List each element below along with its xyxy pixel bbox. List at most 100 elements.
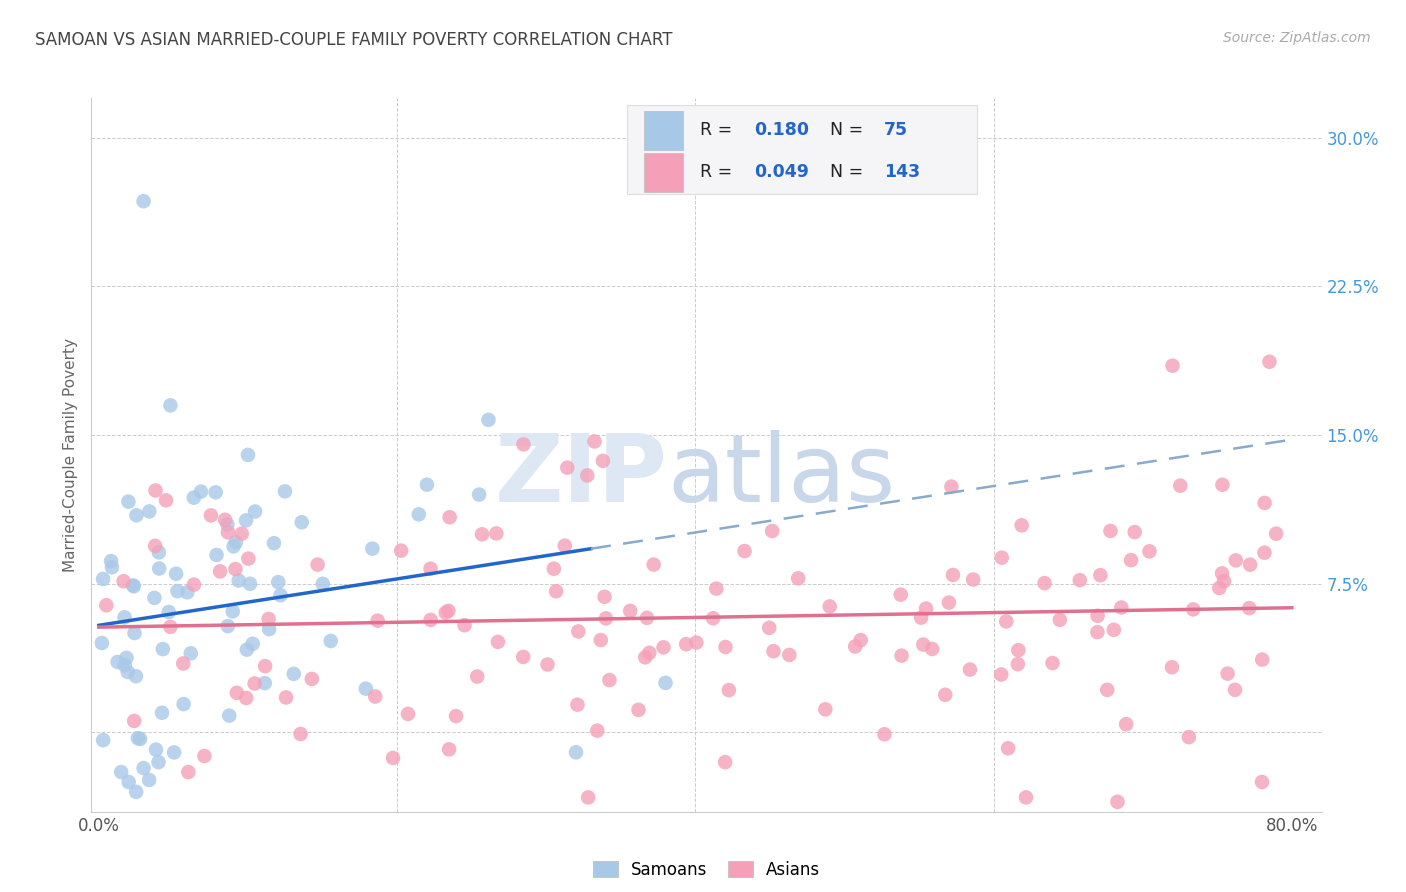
Point: [257, 622, 280, 636]
Point: [239, 576, 262, 591]
Point: [243, 504, 266, 518]
Text: Source: ZipAtlas.com: Source: ZipAtlas.com: [1223, 31, 1371, 45]
Point: [592, 454, 614, 468]
Point: [1239, 558, 1261, 572]
Point: [354, 681, 377, 696]
Point: [163, 746, 186, 760]
Point: [124, 626, 146, 640]
Point: [634, 650, 657, 665]
Point: [112, 574, 135, 589]
Point: [312, 576, 335, 591]
Point: [224, 562, 246, 576]
Point: [125, 785, 148, 799]
Point: [565, 745, 588, 759]
Point: [714, 640, 737, 654]
Point: [595, 611, 617, 625]
Point: [1161, 660, 1184, 674]
Point: [1253, 546, 1275, 560]
Point: [1107, 795, 1129, 809]
Point: [148, 755, 170, 769]
FancyBboxPatch shape: [627, 105, 977, 194]
Point: [91, 572, 114, 586]
Point: [437, 742, 460, 756]
Point: [145, 742, 167, 756]
Point: [183, 491, 205, 505]
Point: [434, 606, 457, 620]
Point: [554, 539, 576, 553]
Point: [1097, 682, 1119, 697]
Point: [567, 624, 589, 639]
Point: [1161, 359, 1184, 373]
Text: 0.049: 0.049: [755, 163, 810, 181]
Point: [704, 582, 727, 596]
Point: [238, 551, 260, 566]
Point: [1111, 600, 1133, 615]
Point: [235, 690, 257, 705]
Point: [143, 539, 166, 553]
Point: [910, 610, 932, 624]
Point: [962, 573, 984, 587]
Point: [190, 484, 212, 499]
Point: [685, 635, 707, 649]
Point: [1211, 566, 1233, 581]
Text: SAMOAN VS ASIAN MARRIED-COUPLE FAMILY POVERTY CORRELATION CHART: SAMOAN VS ASIAN MARRIED-COUPLE FAMILY PO…: [35, 31, 672, 49]
Point: [254, 659, 277, 673]
Point: [849, 633, 872, 648]
Point: [129, 731, 152, 746]
Point: [593, 590, 616, 604]
Point: [714, 755, 737, 769]
Point: [1223, 682, 1246, 697]
Point: [117, 665, 139, 679]
Point: [1139, 544, 1161, 558]
Point: [319, 634, 342, 648]
Point: [253, 676, 276, 690]
Point: [1253, 496, 1275, 510]
Point: [589, 633, 612, 648]
Point: [148, 561, 170, 575]
Point: [915, 601, 938, 615]
Point: [217, 619, 239, 633]
Point: [1102, 623, 1125, 637]
FancyBboxPatch shape: [644, 111, 683, 150]
Point: [122, 578, 145, 592]
Point: [217, 517, 239, 532]
Point: [1258, 355, 1281, 369]
Point: [512, 437, 534, 451]
Point: [145, 483, 167, 498]
Point: [1225, 553, 1247, 567]
Point: [583, 434, 606, 449]
Point: [152, 642, 174, 657]
Point: [1208, 581, 1230, 595]
Point: [290, 727, 312, 741]
Point: [150, 706, 173, 720]
FancyBboxPatch shape: [644, 153, 683, 192]
Point: [269, 588, 291, 602]
Point: [214, 513, 236, 527]
Point: [274, 484, 297, 499]
Point: [408, 508, 430, 522]
Point: [844, 640, 866, 654]
Point: [762, 644, 785, 658]
Point: [995, 615, 1018, 629]
Point: [437, 604, 460, 618]
Point: [172, 657, 194, 671]
Point: [1007, 643, 1029, 657]
Point: [643, 558, 665, 572]
Point: [101, 560, 124, 574]
Point: [675, 637, 697, 651]
Point: [1087, 625, 1109, 640]
Point: [1011, 518, 1033, 533]
Point: [471, 527, 494, 541]
Point: [486, 635, 509, 649]
Point: [177, 765, 200, 780]
Text: R =: R =: [700, 121, 738, 139]
Y-axis label: Married-Couple Family Poverty: Married-Couple Family Poverty: [62, 338, 77, 572]
Point: [636, 611, 658, 625]
Point: [555, 460, 578, 475]
Point: [1265, 526, 1288, 541]
Point: [1087, 608, 1109, 623]
Point: [274, 690, 297, 705]
Point: [155, 493, 177, 508]
Point: [1115, 717, 1137, 731]
Point: [1119, 553, 1142, 567]
